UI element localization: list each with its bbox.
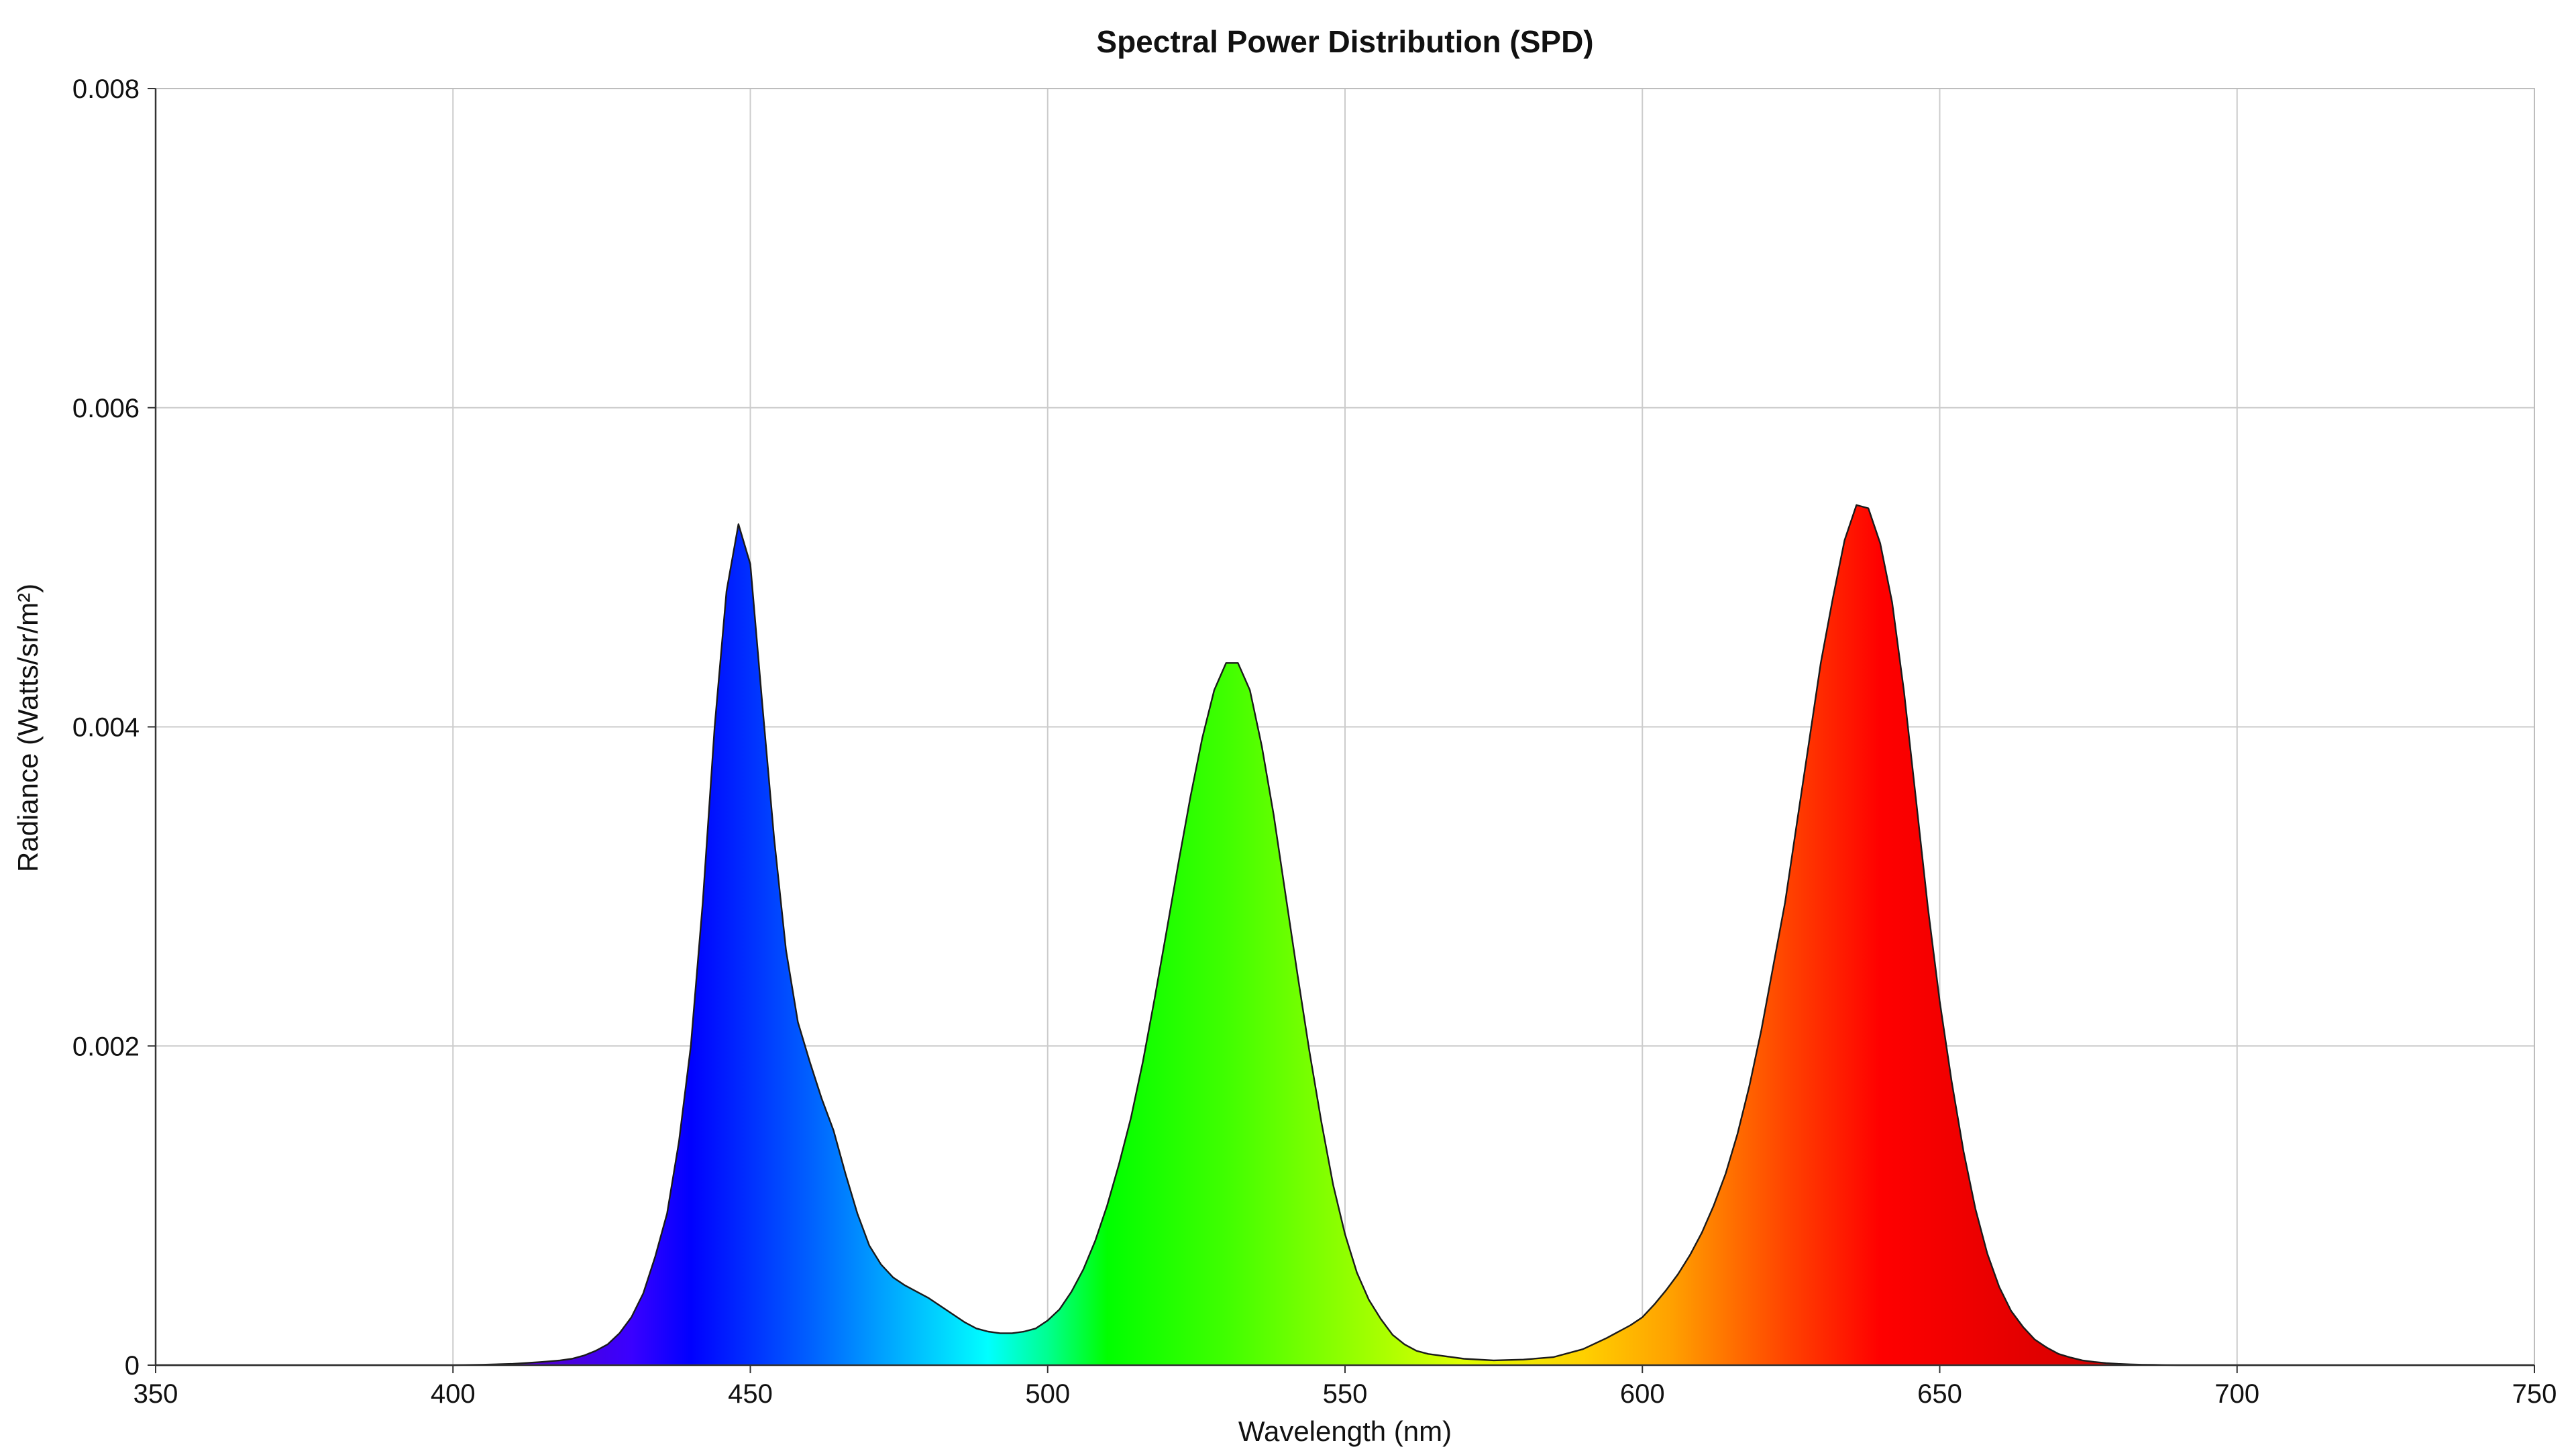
y-axis-title: Radiance (Watts/sr/m²): [12, 584, 44, 872]
y-tick-label: 0.002: [72, 1032, 140, 1061]
chart-title: Spectral Power Distribution (SPD): [1096, 24, 1593, 59]
spd-line: [156, 504, 2534, 1366]
x-tick-label: 600: [1620, 1379, 1665, 1409]
y-tick-label: 0: [125, 1351, 140, 1381]
spd-area: [156, 504, 2534, 1365]
x-tick-label: 550: [1323, 1379, 1368, 1409]
tick-labels: 350 400 450 500 550 600 650 700 750 0 0.002 0.004 0.…: [72, 74, 2557, 1409]
y-tick-label: 0.004: [72, 713, 140, 743]
spd-series: [156, 504, 2534, 1366]
x-tick-label: 400: [431, 1379, 476, 1409]
x-tick-label: 450: [728, 1379, 773, 1409]
x-tick-label: 500: [1025, 1379, 1070, 1409]
x-tick-label: 350: [133, 1379, 178, 1409]
x-tick-label: 650: [1917, 1379, 1962, 1409]
x-tick-label: 700: [2214, 1379, 2259, 1409]
x-axis-title: Wavelength (nm): [1238, 1415, 1452, 1447]
y-tick-label: 0.006: [72, 394, 140, 423]
y-tick-label: 0.008: [72, 74, 140, 104]
x-tick-label: 750: [2512, 1379, 2557, 1409]
grid-lines: [155, 88, 2535, 1366]
